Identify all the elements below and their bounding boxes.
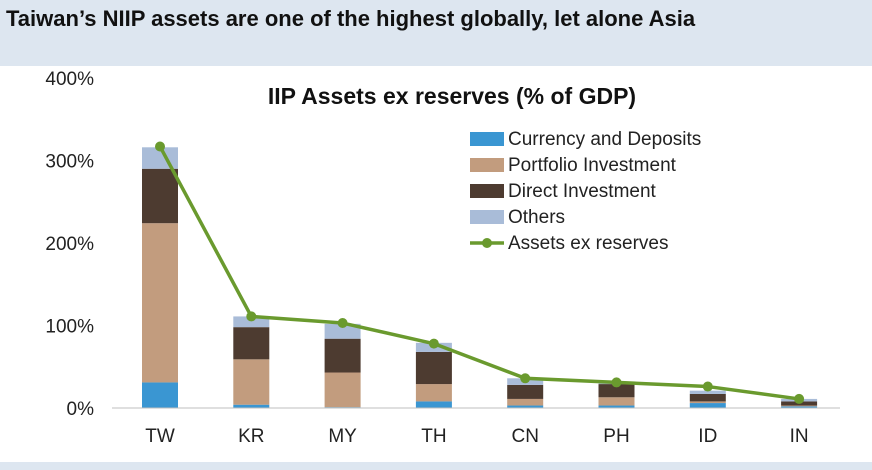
y-tick-label: 200%	[45, 234, 94, 255]
y-tick-label: 400%	[45, 69, 94, 90]
x-tick-label: TW	[145, 426, 175, 447]
bar-kr-others	[233, 316, 270, 328]
assets-ex-reserves-line	[155, 141, 805, 404]
legend-label-portfolio-investment: Portfolio Investment	[508, 155, 677, 176]
bar-id-others	[689, 390, 726, 394]
legend-swatch-direct-investment	[470, 184, 504, 198]
x-tick-label: CN	[511, 426, 538, 447]
x-tick-label: IN	[790, 426, 809, 447]
x-tick-label: PH	[603, 426, 629, 447]
bar-ph-currency-and-deposits	[598, 405, 635, 408]
legend-swatch-currency-and-deposits	[470, 132, 504, 146]
line-point-cn	[520, 373, 531, 384]
bar-id-currency-and-deposits	[689, 403, 726, 408]
bar-ph-portfolio-investment	[598, 397, 635, 406]
bar-tw-currency-and-deposits	[142, 382, 178, 408]
y-axis: 0% 100% 200% 300% 400%	[45, 69, 94, 420]
bar-id-portfolio-investment	[689, 401, 726, 404]
line-point-my	[337, 318, 348, 329]
legend-label-currency-and-deposits: Currency and Deposits	[508, 129, 701, 150]
title-banner: Taiwan’s NIIP assets are one of the high…	[0, 0, 872, 66]
page-title: Taiwan’s NIIP assets are one of the high…	[6, 6, 696, 31]
legend-swatch-portfolio-investment	[470, 158, 504, 172]
chart-title: IIP Assets ex reserves (% of GDP)	[268, 83, 636, 109]
line-point-kr	[246, 311, 257, 322]
x-tick-label: MY	[328, 426, 357, 447]
legend-label-direct-investment: Direct Investment	[508, 181, 657, 202]
line-point-th	[428, 338, 439, 349]
bar-th-portfolio-investment	[415, 384, 452, 402]
legend-marker-assets-ex-reserves	[482, 238, 492, 248]
y-tick-label: 300%	[45, 152, 94, 173]
line-point-id	[702, 381, 713, 392]
y-tick-label: 100%	[45, 317, 94, 338]
y-tick-label: 0%	[67, 399, 95, 420]
bar-in-currency-and-deposits	[781, 406, 818, 408]
bar-cn-direct-investment	[507, 384, 544, 399]
legend-swatch-others	[470, 210, 504, 224]
footer-band	[0, 462, 872, 470]
x-tick-label: KR	[238, 426, 264, 447]
bar-kr-currency-and-deposits	[233, 404, 270, 408]
line-assets-ex-reserves	[158, 145, 800, 401]
bar-tw-portfolio-investment	[142, 223, 178, 383]
legend: Currency and Deposits Portfolio Investmen…	[470, 129, 701, 254]
bar-my-direct-investment	[324, 338, 361, 373]
x-tick-label: ID	[698, 426, 717, 447]
bar-tw-direct-investment	[142, 168, 178, 224]
bar-my-portfolio-investment	[324, 372, 361, 408]
bar-cn-portfolio-investment	[507, 398, 544, 406]
x-axis: TW KR MY TH CN PH ID IN	[112, 407, 840, 447]
line-point-in	[794, 393, 805, 404]
line-point-ph	[611, 377, 622, 388]
legend-label-others: Others	[508, 207, 565, 228]
bar-in-portfolio-investment	[781, 405, 818, 407]
line-point-tw	[155, 141, 165, 152]
bar-kr-portfolio-investment	[233, 359, 270, 405]
bar-kr-direct-investment	[233, 327, 270, 360]
bar-id-direct-investment	[689, 393, 726, 402]
bar-ph-direct-investment	[598, 384, 635, 398]
bar-th-currency-and-deposits	[415, 401, 452, 408]
bar-cn-currency-and-deposits	[507, 405, 544, 408]
bar-my-others	[324, 323, 361, 339]
stacked-bars	[142, 147, 818, 408]
bar-th-direct-investment	[415, 351, 452, 385]
legend-label-assets-ex-reserves: Assets ex reserves	[508, 233, 669, 254]
x-tick-label: TH	[421, 426, 446, 447]
